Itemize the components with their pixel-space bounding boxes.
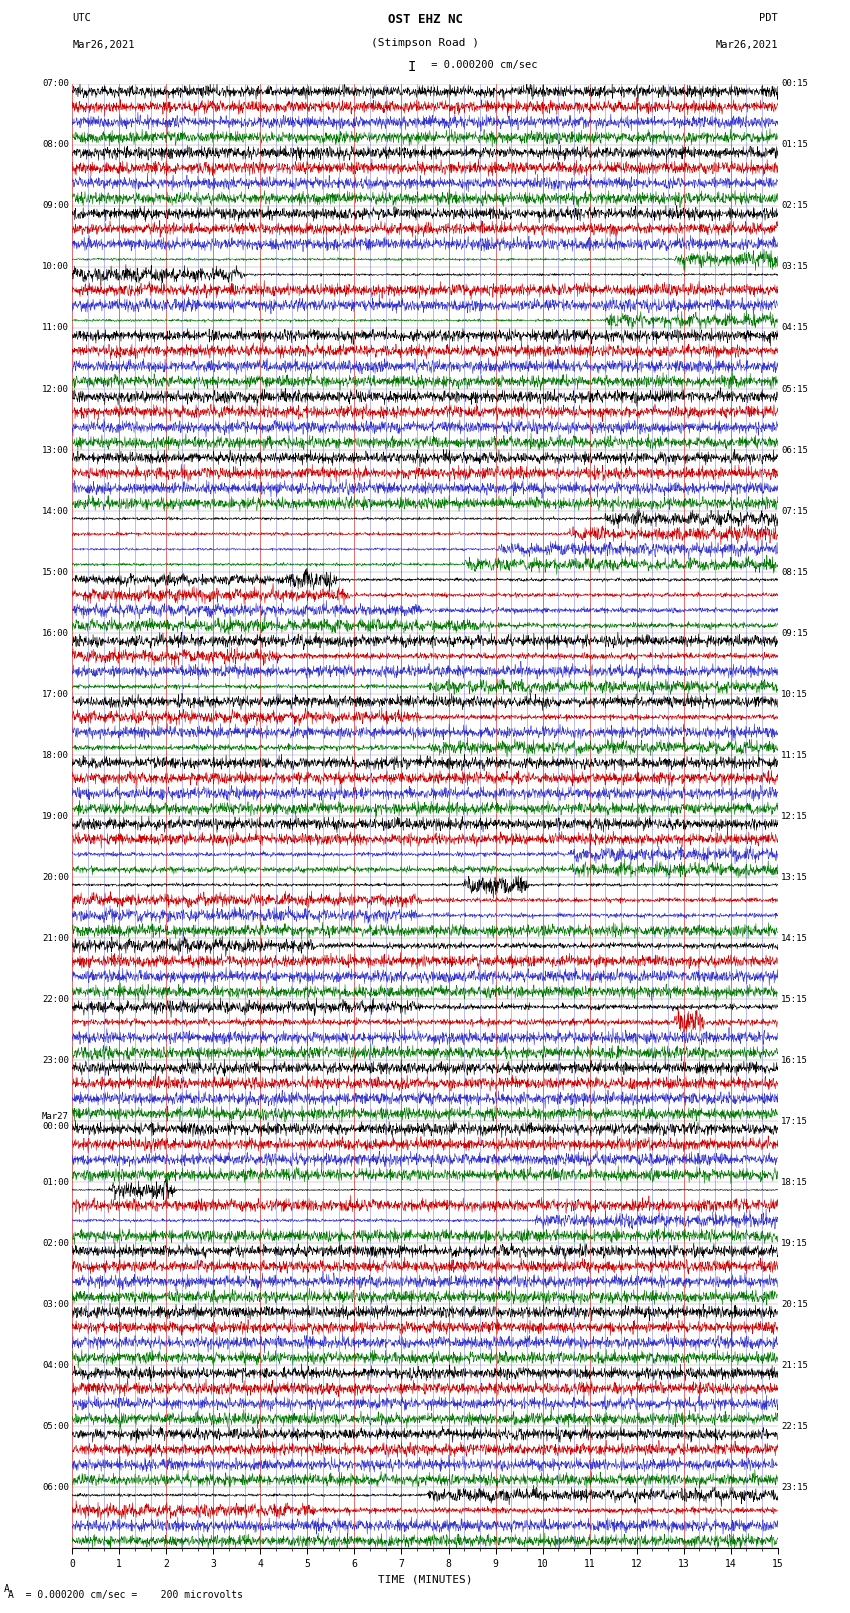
Text: 09:15: 09:15 (781, 629, 808, 637)
Text: 07:15: 07:15 (781, 506, 808, 516)
X-axis label: TIME (MINUTES): TIME (MINUTES) (377, 1574, 473, 1584)
Text: Mar26,2021: Mar26,2021 (72, 40, 135, 50)
Text: 19:15: 19:15 (781, 1239, 808, 1248)
Text: 13:00: 13:00 (42, 445, 69, 455)
Text: 22:00: 22:00 (42, 995, 69, 1003)
Text: 16:15: 16:15 (781, 1057, 808, 1065)
Text: 08:00: 08:00 (42, 140, 69, 150)
Text: 05:00: 05:00 (42, 1423, 69, 1431)
Text: 01:15: 01:15 (781, 140, 808, 150)
Text: 11:15: 11:15 (781, 750, 808, 760)
Text: 18:00: 18:00 (42, 750, 69, 760)
Text: 10:00: 10:00 (42, 263, 69, 271)
Text: 04:00: 04:00 (42, 1361, 69, 1369)
Text: 01:00: 01:00 (42, 1177, 69, 1187)
Text: 17:00: 17:00 (42, 690, 69, 698)
Text: A  = 0.000200 cm/sec =    200 microvolts: A = 0.000200 cm/sec = 200 microvolts (8, 1590, 243, 1600)
Text: 22:15: 22:15 (781, 1423, 808, 1431)
Text: 09:00: 09:00 (42, 202, 69, 210)
Text: 11:00: 11:00 (42, 324, 69, 332)
Text: 06:00: 06:00 (42, 1482, 69, 1492)
Text: 19:00: 19:00 (42, 811, 69, 821)
Text: 02:15: 02:15 (781, 202, 808, 210)
Text: UTC: UTC (72, 13, 91, 23)
Text: 15:00: 15:00 (42, 568, 69, 576)
Text: 20:00: 20:00 (42, 873, 69, 882)
Text: 05:15: 05:15 (781, 384, 808, 394)
Text: 15:15: 15:15 (781, 995, 808, 1003)
Text: 16:00: 16:00 (42, 629, 69, 637)
Text: A: A (4, 1584, 10, 1594)
Text: 02:00: 02:00 (42, 1239, 69, 1248)
Text: Mar27
00:00: Mar27 00:00 (42, 1111, 69, 1131)
Text: 14:00: 14:00 (42, 506, 69, 516)
Text: (Stimpson Road ): (Stimpson Road ) (371, 37, 479, 48)
Text: 07:00: 07:00 (42, 79, 69, 89)
Text: 04:15: 04:15 (781, 324, 808, 332)
Text: 23:15: 23:15 (781, 1482, 808, 1492)
Text: 08:15: 08:15 (781, 568, 808, 576)
Text: 20:15: 20:15 (781, 1300, 808, 1308)
Text: Mar26,2021: Mar26,2021 (715, 40, 778, 50)
Text: = 0.000200 cm/sec: = 0.000200 cm/sec (425, 60, 537, 71)
Text: 06:15: 06:15 (781, 445, 808, 455)
Text: I: I (408, 60, 416, 74)
Text: 12:00: 12:00 (42, 384, 69, 394)
Text: 13:15: 13:15 (781, 873, 808, 882)
Text: 21:00: 21:00 (42, 934, 69, 942)
Text: 03:00: 03:00 (42, 1300, 69, 1308)
Text: 17:15: 17:15 (781, 1116, 808, 1126)
Text: 12:15: 12:15 (781, 811, 808, 821)
Text: 03:15: 03:15 (781, 263, 808, 271)
Text: 14:15: 14:15 (781, 934, 808, 942)
Text: 00:15: 00:15 (781, 79, 808, 89)
Text: 21:15: 21:15 (781, 1361, 808, 1369)
Text: PDT: PDT (759, 13, 778, 23)
Text: 10:15: 10:15 (781, 690, 808, 698)
Text: 23:00: 23:00 (42, 1057, 69, 1065)
Text: OST EHZ NC: OST EHZ NC (388, 13, 462, 26)
Text: 18:15: 18:15 (781, 1177, 808, 1187)
